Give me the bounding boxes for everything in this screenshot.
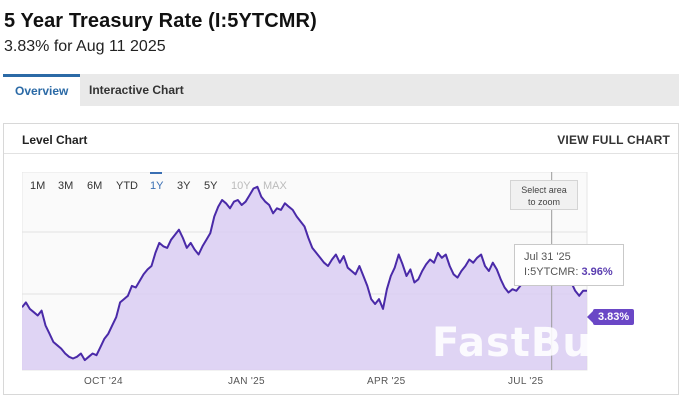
range-1m-button[interactable]: 1M (30, 180, 46, 192)
range-3y-button[interactable]: 3Y (177, 180, 191, 192)
x-tick-label: APR '25 (367, 376, 406, 387)
view-full-chart-link[interactable]: VIEW FULL CHART (557, 133, 670, 147)
tooltip-date: Jul 31 '25 (524, 251, 571, 263)
range-10y-button[interactable]: 10Y (231, 180, 251, 192)
zoom-hint-line2: to zoom (527, 197, 560, 207)
x-tick-label: JUL '25 (508, 376, 544, 387)
range-1y-button[interactable]: 1Y (150, 180, 164, 192)
tab-overview[interactable]: Overview (3, 74, 81, 106)
zoom-hint: Select area to zoom (510, 180, 578, 210)
series-line (22, 185, 587, 362)
range-active-indicator (150, 172, 162, 174)
x-tick-label: OCT '24 (84, 376, 123, 387)
tab-interactive-chart[interactable]: Interactive Chart (89, 83, 184, 97)
tab-bar: Overview Interactive Chart (3, 74, 679, 106)
x-tick-label: JAN '25 (228, 376, 265, 387)
tooltip-row: I:5YTCMR: 3.96% (524, 264, 614, 280)
zoom-hint-line1: Select area (521, 185, 567, 195)
series-area (22, 186, 587, 370)
page-title: 5 Year Treasury Rate (I:5YTCMR) (4, 10, 317, 32)
watermark-logo: FastBull (432, 320, 622, 366)
range-6m-button[interactable]: 6M (87, 180, 103, 192)
range-max-button[interactable]: MAX (263, 180, 287, 192)
last-value-badge: 3.83% (586, 309, 635, 325)
panel-title: Level Chart (22, 133, 88, 147)
page-subtitle: 3.83% for Aug 11 2025 (4, 38, 166, 55)
range-3m-button[interactable]: 3M (58, 180, 74, 192)
tooltip-label: I:5YTCMR: (524, 266, 579, 278)
panel-header: Level Chart VIEW FULL CHART (4, 124, 678, 154)
chart-tooltip: Jul 31 '25 I:5YTCMR: 3.96% (514, 244, 624, 286)
tooltip-value: 3.96% (581, 266, 613, 278)
range-ytd-button[interactable]: YTD (116, 180, 138, 192)
range-5y-button[interactable]: 5Y (204, 180, 218, 192)
